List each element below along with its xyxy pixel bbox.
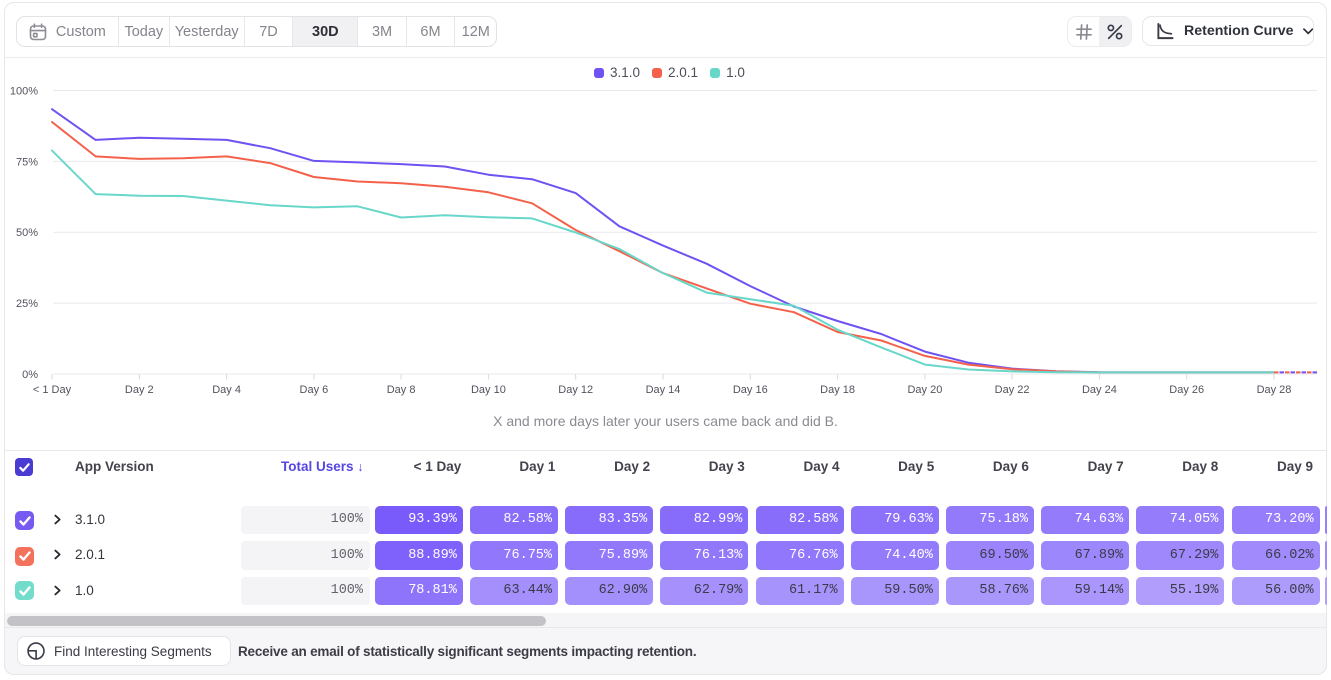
svg-text:Day 14: Day 14 xyxy=(646,384,681,396)
svg-text:Day 8: Day 8 xyxy=(387,384,416,396)
svg-text:50%: 50% xyxy=(16,227,38,239)
svg-text:Day 6: Day 6 xyxy=(300,384,329,396)
svg-text:Day 16: Day 16 xyxy=(733,384,768,396)
svg-text:100%: 100% xyxy=(10,86,38,98)
svg-text:Day 20: Day 20 xyxy=(907,384,942,396)
svg-text:Day 28: Day 28 xyxy=(1257,384,1292,396)
svg-text:Day 18: Day 18 xyxy=(820,384,855,396)
svg-text:Day 22: Day 22 xyxy=(995,384,1030,396)
svg-text:Day 2: Day 2 xyxy=(125,384,154,396)
svg-text:Day 4: Day 4 xyxy=(212,384,241,396)
svg-text:Day 12: Day 12 xyxy=(558,384,593,396)
svg-text:< 1 Day: < 1 Day xyxy=(33,384,72,396)
svg-text:Day 24: Day 24 xyxy=(1082,384,1117,396)
svg-text:Day 26: Day 26 xyxy=(1169,384,1204,396)
svg-text:Day 10: Day 10 xyxy=(471,384,506,396)
svg-text:0%: 0% xyxy=(22,369,38,381)
svg-text:25%: 25% xyxy=(16,298,38,310)
svg-text:75%: 75% xyxy=(16,156,38,168)
